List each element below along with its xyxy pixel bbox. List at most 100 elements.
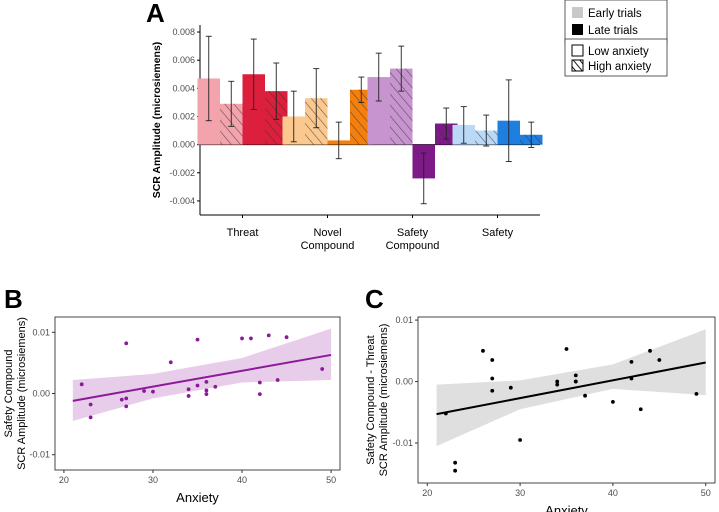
panel-b-data-point <box>320 367 325 371</box>
panel-a-ytick-label: -0.002 <box>169 168 195 178</box>
panel-c-xlabel: Anxiety <box>545 503 588 512</box>
legend-low-label: Low anxiety <box>588 46 649 58</box>
panel-b-data-point <box>168 360 173 365</box>
panel-b-data-point <box>257 392 262 397</box>
legend-swatch-early <box>572 7 583 18</box>
panel-a-category-label: Safety <box>482 227 514 239</box>
panel-b-scatter: 20 30 40 50 -0.01 0.00 0.01 Anxiety Safety Compo… <box>3 316 341 505</box>
panel-b-data-point <box>275 378 280 382</box>
panel-b-data-point <box>204 379 209 384</box>
panel-b-data-point <box>204 392 209 397</box>
panel-b-data-point <box>88 415 93 420</box>
panel-b-data-point <box>204 388 209 393</box>
panel-a-ytick-label: 0.000 <box>172 140 195 150</box>
panel-c-plot-frame <box>417 316 716 484</box>
legend-swatch-high <box>571 59 584 72</box>
panel-a-bar <box>367 77 390 145</box>
panel-b-data-point <box>240 336 244 341</box>
panel-b-xtick-label: 20 <box>59 475 69 485</box>
panel-c-data-point <box>518 438 522 442</box>
panel-b-xtick-label: 30 <box>148 475 158 485</box>
panel-c-data-point <box>638 407 643 412</box>
panel-c-data-point <box>555 382 560 387</box>
panel-a-category-label: Novel <box>313 227 341 239</box>
panel-a-bar-hatch <box>390 68 413 145</box>
panel-a-ytick-label: -0.004 <box>169 196 195 206</box>
legend: Early trials Late trials Low anxiety Hig… <box>564 0 668 77</box>
legend-high-label: High anxiety <box>588 61 652 73</box>
panel-c-data-point <box>629 359 634 364</box>
panel-c-data-point <box>657 358 662 362</box>
panel-a-bar-hatch <box>350 89 373 145</box>
panel-b-fit-line <box>72 353 332 402</box>
legend-late-label: Late trials <box>588 25 638 37</box>
panel-c-data-point <box>694 391 699 396</box>
panel-a-category-label: Compound <box>386 240 440 252</box>
panel-b-data-point <box>142 389 146 393</box>
panel-a-ytick-label: 0.004 <box>172 83 195 93</box>
panel-b-xtick-label: 50 <box>326 475 336 485</box>
panel-c-fit-line <box>436 361 706 416</box>
panel-c-xtick-label: 40 <box>608 488 618 498</box>
panel-a-bar-chart: -0.004 -0.002 0.000 0.002 0.004 0.006 0.008 SCR… <box>151 25 543 252</box>
panel-c-ytick-label: 0.01 <box>395 315 413 325</box>
panel-b-ylabel: Safety Compound <box>3 349 15 437</box>
panel-b-data-point <box>124 404 129 409</box>
panel-c-data-point <box>573 373 578 378</box>
panel-a-category-label: Safety <box>397 227 429 239</box>
panel-a-ylabel: SCR Amplitude (microsiemens) <box>151 42 163 199</box>
panel-b-data-point <box>284 335 289 340</box>
panel-b-ytick-label: 0.00 <box>32 389 50 399</box>
panel-c-data-point <box>508 385 513 390</box>
panel-b-data-point <box>186 394 191 398</box>
panel-c-xtick-label: 20 <box>422 488 432 498</box>
panel-a-ytick-label: 0.006 <box>172 55 195 65</box>
panel-c-data-point <box>453 468 458 473</box>
panel-b-data-point <box>88 402 93 407</box>
panel-b-data-point <box>124 396 129 401</box>
panel-b-data-point <box>119 397 124 402</box>
panel-b-data-point <box>186 387 191 392</box>
panel-c-data-point <box>564 347 569 351</box>
panel-c-data-point <box>629 376 634 381</box>
legend-swatch-late <box>572 24 583 35</box>
panel-c-data-point <box>490 388 495 393</box>
panel-b-data-point <box>151 389 155 394</box>
panel-c-data-point <box>453 460 458 465</box>
panel-a-letter: A <box>146 0 165 28</box>
panel-c-data-point <box>611 399 615 404</box>
panel-b-data-point <box>195 337 200 342</box>
panel-c-data-point <box>583 393 587 398</box>
panel-b-data-point <box>124 341 129 346</box>
panel-c-xtick-label: 50 <box>701 488 711 498</box>
panel-b-data-point <box>249 336 253 341</box>
panel-c-ylabel: SCR Amplitude (microsiemens) <box>378 324 390 477</box>
panel-c-data-point <box>490 358 495 362</box>
panel-c-ylabel: Safety Compound - Threat <box>365 335 377 464</box>
panel-c-data-point <box>573 379 578 384</box>
panel-b-xtick-label: 40 <box>237 475 247 485</box>
panel-a-category-label: Compound <box>301 240 355 252</box>
panel-a-category-label: Threat <box>227 227 259 239</box>
panel-c-scatter: 20 30 40 50 -0.01 0.00 0.01 Anxiety Safety Compo… <box>365 315 716 512</box>
panel-b-data-point <box>195 383 200 388</box>
panel-c-data-point <box>490 376 495 381</box>
panel-b-ytick-label: -0.01 <box>29 450 50 460</box>
panel-c-data-point <box>481 348 485 353</box>
panel-b-data-point <box>213 384 218 389</box>
panel-c-data-point <box>443 411 448 416</box>
panel-b-data-point <box>257 380 262 385</box>
panel-c-data-point <box>648 348 652 353</box>
panel-b-ylabel: SCR Amplitude (microsiemens) <box>16 317 28 470</box>
panel-b-data-point <box>79 382 84 387</box>
panel-b-data-point <box>266 333 271 338</box>
panel-b-letter: B <box>4 284 23 314</box>
panel-a-ytick-label: 0.002 <box>172 111 195 121</box>
panel-c-data-point <box>555 379 560 384</box>
panel-c-xtick-label: 30 <box>515 488 525 498</box>
panel-c-ytick-label: -0.01 <box>392 438 413 448</box>
panel-b-ytick-label: 0.01 <box>32 327 50 337</box>
panel-c-letter: C <box>365 284 384 314</box>
panel-a-ytick-label: 0.008 <box>172 27 195 37</box>
